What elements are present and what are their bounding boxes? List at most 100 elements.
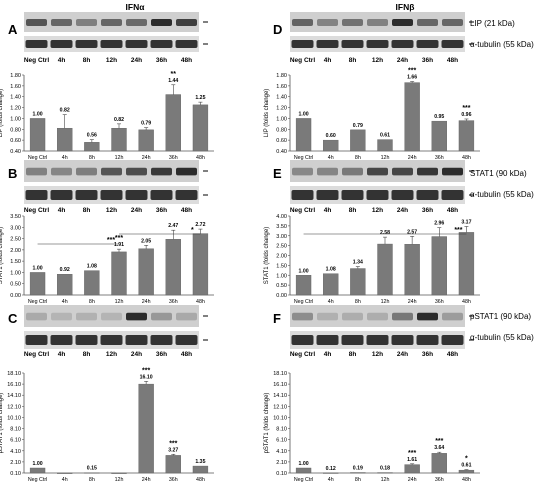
lane-label: 4h: [324, 57, 332, 64]
y-tick-label: 2.50: [276, 244, 287, 250]
blot-band: [76, 312, 97, 321]
tubulin-band: [366, 40, 389, 48]
tubulin-band: [416, 40, 439, 48]
blot-band: [76, 167, 97, 176]
y-tick-label: 0.40: [10, 149, 21, 155]
tubulin-band: [25, 40, 48, 48]
x-tick-label: 8h: [89, 477, 95, 483]
x-tick-label: Neg Ctrl: [28, 299, 47, 305]
data-label: 2.05: [141, 238, 151, 244]
x-tick-label: 24h: [142, 155, 151, 161]
y-tick-label: 0.40: [276, 149, 287, 155]
chart-panel-e: 0.00 0.50 1.00 1.50 2.00 2.50 3.00 3.50 4.00 STAT…: [264, 214, 480, 305]
lane-label: 24h: [131, 57, 142, 64]
blot-band: [417, 312, 438, 321]
bar: [165, 94, 181, 152]
bar: [458, 120, 475, 152]
blot-band: [51, 312, 72, 321]
data-label: 0.19: [353, 466, 363, 472]
y-tick-label: 1.80: [10, 73, 21, 79]
x-tick-label: Neg Ctrl: [28, 477, 47, 483]
bar: [84, 472, 100, 474]
data-label: 1.34: [353, 260, 363, 266]
y-axis-label: pSTAT1 (folds change): [264, 393, 270, 454]
tubulin-band: [50, 190, 73, 200]
tubulin-band: [441, 190, 464, 200]
lane-label: 12h: [372, 207, 383, 214]
tubulin-band: [125, 335, 148, 345]
blot-band: [176, 19, 197, 26]
lane-label: 24h: [397, 351, 408, 358]
data-label: 1.25: [195, 95, 205, 101]
blot-band: [417, 19, 438, 26]
y-tick-label: 8.10: [10, 427, 21, 433]
chart-panel-f: 0.10 2.10 4.10 6.10 8.10 10.10 12.10 14.10 16.10…: [264, 371, 480, 483]
x-tick-label: 12h: [115, 477, 124, 483]
blot-band: [51, 167, 72, 176]
blot-panel-d: D Neg Ctrl 4h 8h 12h 24h 36h 48h: [273, 12, 474, 64]
lane-label: 36h: [156, 207, 167, 214]
tubulin-band: [75, 335, 98, 345]
lane-label: 8h: [83, 351, 91, 358]
bar: [29, 118, 46, 152]
column-title-ifn-beta: IFNβ: [396, 2, 415, 12]
y-tick-label: 1.60: [276, 84, 287, 90]
lane-label: 48h: [447, 57, 458, 64]
x-tick-label: 8h: [355, 299, 361, 305]
blot-band: [367, 312, 388, 321]
lane-label: Neg Ctrl: [290, 207, 315, 214]
bar: [165, 455, 181, 474]
blot-band: [317, 19, 338, 26]
bar: [295, 275, 312, 296]
bar: [57, 274, 73, 296]
blot-band: [176, 167, 197, 176]
column-title-ifn-alpha: IFNα: [126, 2, 146, 12]
bar-charts: 0.40 0.60 0.80 1.00 1.20 1.40 1.60 1.80 LIP (fol…: [0, 68, 480, 483]
lane-label: 36h: [156, 57, 167, 64]
data-label: 3.17: [461, 219, 471, 225]
y-tick-label: 8.10: [276, 427, 287, 433]
y-tick-label: 3.00: [276, 234, 287, 240]
y-tick-label: 12.10: [273, 404, 287, 410]
bar: [29, 272, 46, 296]
panel-letter: A: [8, 22, 18, 37]
bar: [192, 233, 209, 296]
y-tick-label: 0.50: [276, 283, 287, 289]
tubulin-band: [25, 335, 48, 345]
data-label: 2.47: [168, 223, 178, 229]
y-tick-label: 1.60: [10, 84, 21, 90]
x-tick-label: 36h: [169, 477, 178, 483]
y-axis-label: LIP (folds change): [264, 89, 270, 138]
x-tick-label: 36h: [435, 155, 444, 161]
chart-panel-b: 0.00 0.50 1.00 1.50 2.00 2.50 3.00 3.50 STAT1 (f…: [0, 214, 214, 305]
data-label: 1.35: [195, 459, 205, 465]
x-tick-label: 4h: [62, 477, 68, 483]
lane-label: 24h: [131, 207, 142, 214]
x-tick-label: 48h: [462, 477, 471, 483]
x-tick-label: 12h: [381, 155, 390, 161]
data-label: 3.64: [434, 445, 444, 451]
y-tick-label: 1.50: [10, 259, 21, 265]
tubulin-band: [125, 40, 148, 48]
lane-label: Neg Ctrl: [24, 207, 49, 214]
lane-label: 48h: [181, 351, 192, 358]
lane-label: 24h: [397, 57, 408, 64]
data-label: 0.12: [326, 466, 336, 472]
data-label: 2.96: [434, 221, 444, 227]
tubulin-band: [391, 40, 414, 48]
tubulin-band: [366, 190, 389, 200]
x-tick-label: 8h: [89, 299, 95, 305]
lane-label: 12h: [106, 351, 117, 358]
y-tick-label: 1.00: [10, 270, 21, 276]
y-tick-label: 2.50: [10, 237, 21, 243]
bar: [57, 127, 73, 152]
significance-bracket-label: *: [191, 227, 194, 234]
significance-marker: **: [171, 71, 177, 78]
lane-label: Neg Ctrl: [290, 57, 315, 64]
y-tick-label: 3.50: [10, 214, 21, 220]
tubulin-band: [125, 190, 148, 200]
y-tick-label: 0.80: [10, 127, 21, 133]
x-tick-label: 48h: [462, 155, 471, 161]
panel-letter: B: [8, 166, 17, 181]
lane-label: 4h: [58, 351, 66, 358]
